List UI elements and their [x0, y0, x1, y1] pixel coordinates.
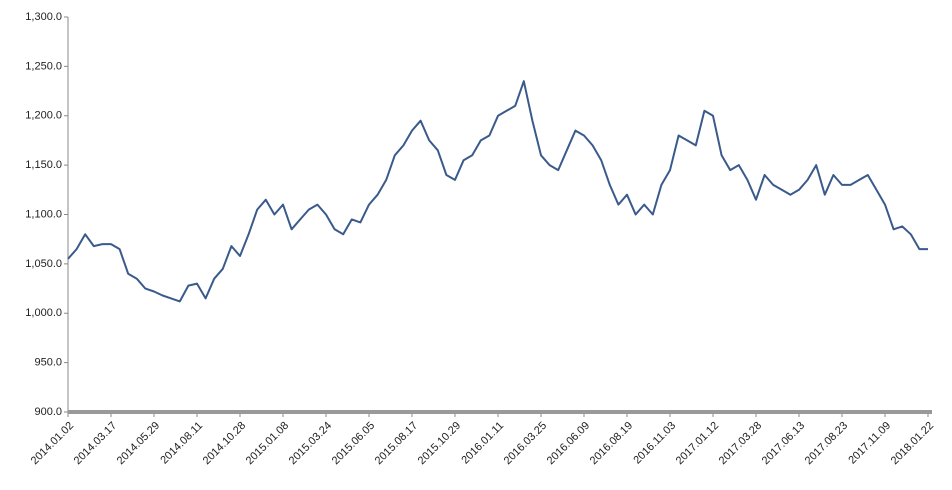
y-tick-label: 1,250.0 — [25, 60, 62, 72]
x-tick-label: 2016.11.03 — [631, 420, 678, 467]
x-tick-label: 2017.06.13 — [760, 420, 807, 467]
x-tick-label: 2015.03.24 — [287, 420, 334, 467]
y-tick-label: 1,050.0 — [25, 258, 62, 270]
x-tick-label: 2016.06.09 — [545, 420, 592, 467]
x-tick-label: 2014.01.02 — [29, 420, 76, 467]
x-tick-label: 2017.08.23 — [803, 420, 850, 467]
line-series — [67, 80, 928, 303]
x-tick-label: 2015.06.05 — [330, 420, 377, 467]
x-tick-label: 2014.10.28 — [201, 420, 248, 467]
x-tick-label: 2015.01.08 — [244, 420, 291, 467]
x-tick-label: 2016.03.25 — [502, 420, 549, 467]
x-tick-label: 2016.01.11 — [459, 420, 506, 467]
x-tick-label: 2018.01.22 — [889, 420, 936, 467]
x-tick-label: 2015.10.29 — [416, 420, 463, 467]
y-tick-label: 1,150.0 — [25, 159, 62, 171]
x-tick-label: 2014.05.29 — [115, 420, 162, 467]
x-tick-label: 2017.03.28 — [717, 420, 764, 467]
y-tick-label: 1,000.0 — [25, 307, 62, 319]
x-tick-label: 2017.01.12 — [674, 420, 721, 467]
y-tick-label: 1,100.0 — [25, 208, 62, 220]
x-tick-label: 2017.11.09 — [846, 420, 893, 467]
x-tick-label: 2014.03.17 — [72, 420, 119, 467]
x-tick-label: 2016.08.19 — [588, 420, 635, 467]
y-tick-label: 1,300.0 — [25, 11, 62, 23]
x-tick-label: 2015.08.17 — [373, 420, 420, 467]
y-tick-label: 900.0 — [34, 406, 62, 418]
y-tick-label: 950.0 — [34, 357, 62, 369]
x-tick-label: 2014.08.11 — [158, 420, 205, 467]
y-tick-label: 1,200.0 — [25, 110, 62, 122]
